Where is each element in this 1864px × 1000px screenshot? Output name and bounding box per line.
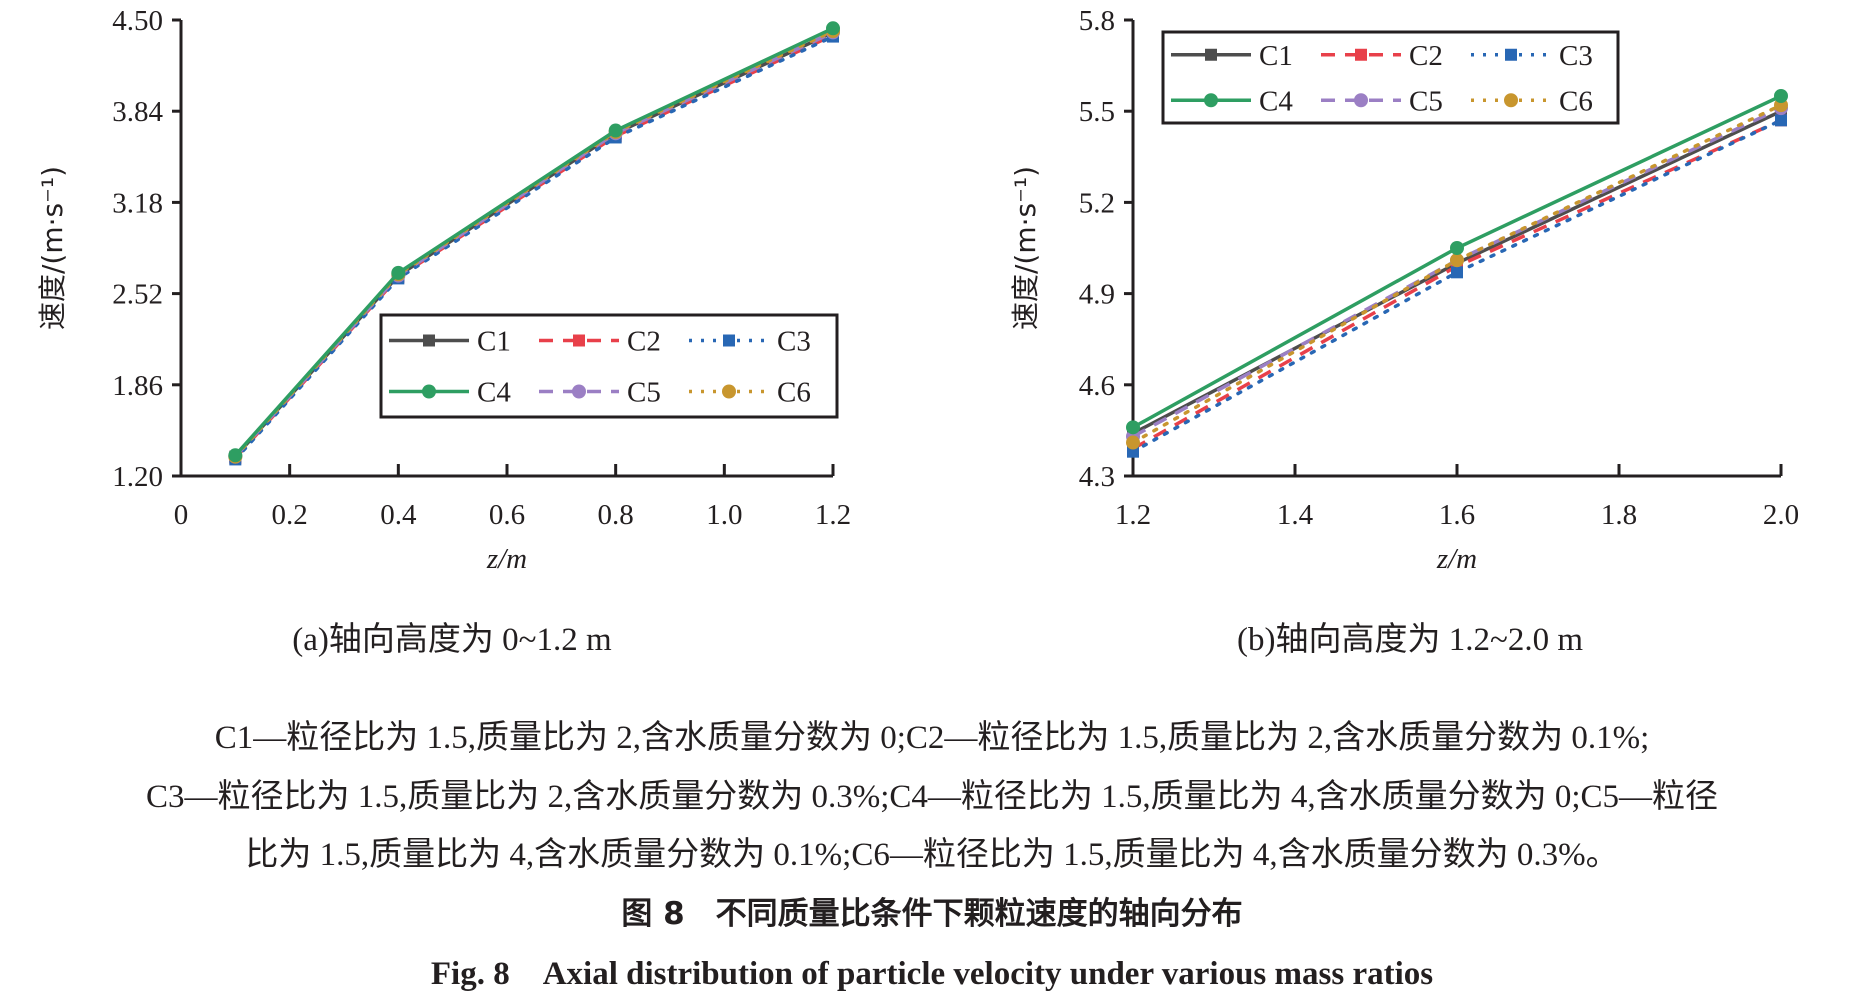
y-axis-label: 速度/(m·s⁻¹) (36, 166, 69, 330)
x-tick-label: 1.0 (706, 499, 742, 531)
data-point-c4 (228, 448, 243, 463)
y-tick-label: 4.9 (1079, 279, 1115, 311)
legend-label-c2: C2 (627, 326, 661, 358)
data-point-c6 (1126, 435, 1140, 450)
data-point-c4 (391, 265, 406, 280)
legend-label-c5: C5 (1409, 85, 1443, 117)
y-tick-label: 4.3 (1079, 461, 1115, 493)
legend: C1 C2 C3 C4 C5 C6 (379, 313, 839, 419)
data-point-c4 (1774, 89, 1788, 103)
legend-label-c4: C4 (1259, 85, 1293, 117)
legend-marker-c6 (722, 384, 736, 399)
y-tick-label: 4.6 (1079, 370, 1115, 402)
x-tick-label: 1.2 (815, 499, 851, 531)
x-tick-label: 0.8 (598, 499, 634, 531)
data-point-c4 (1126, 420, 1140, 435)
legend-marker-c2 (573, 334, 585, 347)
y-tick-label: 3.18 (112, 187, 163, 219)
series-line-c3 (233, 34, 835, 462)
legend-label-c5: C5 (627, 377, 661, 409)
y-tick-label: 5.8 (1079, 5, 1115, 37)
y-tick-label: 3.84 (112, 96, 163, 128)
x-tick-label: 2.0 (1763, 499, 1799, 531)
y-tick-label: 1.86 (112, 370, 163, 402)
legend-label-c3: C3 (777, 326, 811, 358)
data-point-c3 (1451, 266, 1463, 279)
legend-marker-c5 (572, 384, 586, 399)
y-tick-label: 4.50 (112, 5, 163, 37)
legend: C1 C2 C3 C4 C5 C6 (1161, 30, 1620, 125)
figure-title-cn: 图 8 不同质量比条件下颗粒速度的轴向分布 (621, 896, 1243, 932)
x-tick-label: 0.4 (380, 499, 417, 531)
legend-marker-c4 (1204, 93, 1218, 108)
note-line-2: C3—粒径比为 1.5,质量比为 2,含水质量分数为 0.3%;C4—粒径比为 … (145, 779, 1719, 815)
legend-label-c3: C3 (1559, 40, 1593, 72)
data-point-c4 (826, 21, 840, 36)
legend-marker-c6 (1504, 93, 1518, 108)
data-point-c3 (1775, 114, 1787, 127)
y-axis-label: 速度/(m·s⁻¹) (1009, 166, 1042, 330)
x-axis-label: z/m (486, 543, 527, 575)
legend-marker-c3 (723, 334, 735, 347)
subtitle-a: (a)轴向高度为 0~1.2 m (292, 622, 612, 658)
legend-box (1161, 30, 1620, 125)
x-tick-label: 0.6 (489, 499, 525, 531)
legend-label-c6: C6 (1559, 85, 1593, 117)
x-tick-label: 1.6 (1439, 499, 1475, 531)
y-tick-label: 1.20 (112, 461, 163, 493)
series-line-c3 (1131, 118, 1783, 454)
legend-marker-c1 (1205, 48, 1217, 61)
figure-title-en: Fig. 8 Axial distribution of particle ve… (430, 956, 1434, 992)
x-tick-label: 1.4 (1277, 499, 1314, 531)
x-tick-label: 1.2 (1115, 499, 1151, 531)
series-line-c4 (234, 26, 834, 457)
chart-b: 4.3 4.6 4.9 5.2 5.5 5.8 1.2 1.4 1.6 1.8 2.0 z/m 速度/(… (1009, 5, 1799, 575)
y-tick-label: 5.5 (1079, 96, 1115, 128)
legend-marker-c3 (1505, 48, 1517, 61)
data-point-c4 (608, 123, 623, 138)
chart-a: 1.20 1.86 2.52 3.18 3.84 4.50 0 0.2 0.4 0.6 0.8 1.0… (36, 5, 851, 575)
x-tick-label: 0 (174, 499, 189, 531)
legend-marker-c1 (423, 334, 435, 347)
y-tick-label: 2.52 (112, 279, 163, 311)
x-axis-label: z/m (1436, 543, 1477, 575)
x-tick-label: 0.2 (272, 499, 308, 531)
legend-label-c1: C1 (477, 326, 511, 358)
legend-box (379, 313, 839, 419)
x-tick-label: 1.8 (1601, 499, 1637, 531)
legend-marker-c4 (422, 384, 436, 399)
note-line-3: 比为 1.5,质量比为 4,含水质量分数为 0.1%;C6—粒径比为 1.5,质… (245, 837, 1619, 873)
legend-label-c2: C2 (1409, 40, 1443, 72)
legend-label-c1: C1 (1259, 40, 1293, 72)
subtitle-b: (b)轴向高度为 1.2~2.0 m (1236, 622, 1584, 658)
y-tick-label: 5.2 (1079, 187, 1115, 219)
legend-label-c4: C4 (477, 377, 511, 409)
data-point-c6 (1450, 253, 1464, 268)
note-line-1: C1—粒径比为 1.5,质量比为 2,含水质量分数为 0;C2—粒径比为 1.5… (214, 720, 1650, 756)
data-point-c4 (1450, 241, 1464, 255)
legend-label-c6: C6 (777, 377, 811, 409)
legend-marker-c5 (1354, 93, 1368, 108)
legend-marker-c2 (1355, 48, 1367, 61)
